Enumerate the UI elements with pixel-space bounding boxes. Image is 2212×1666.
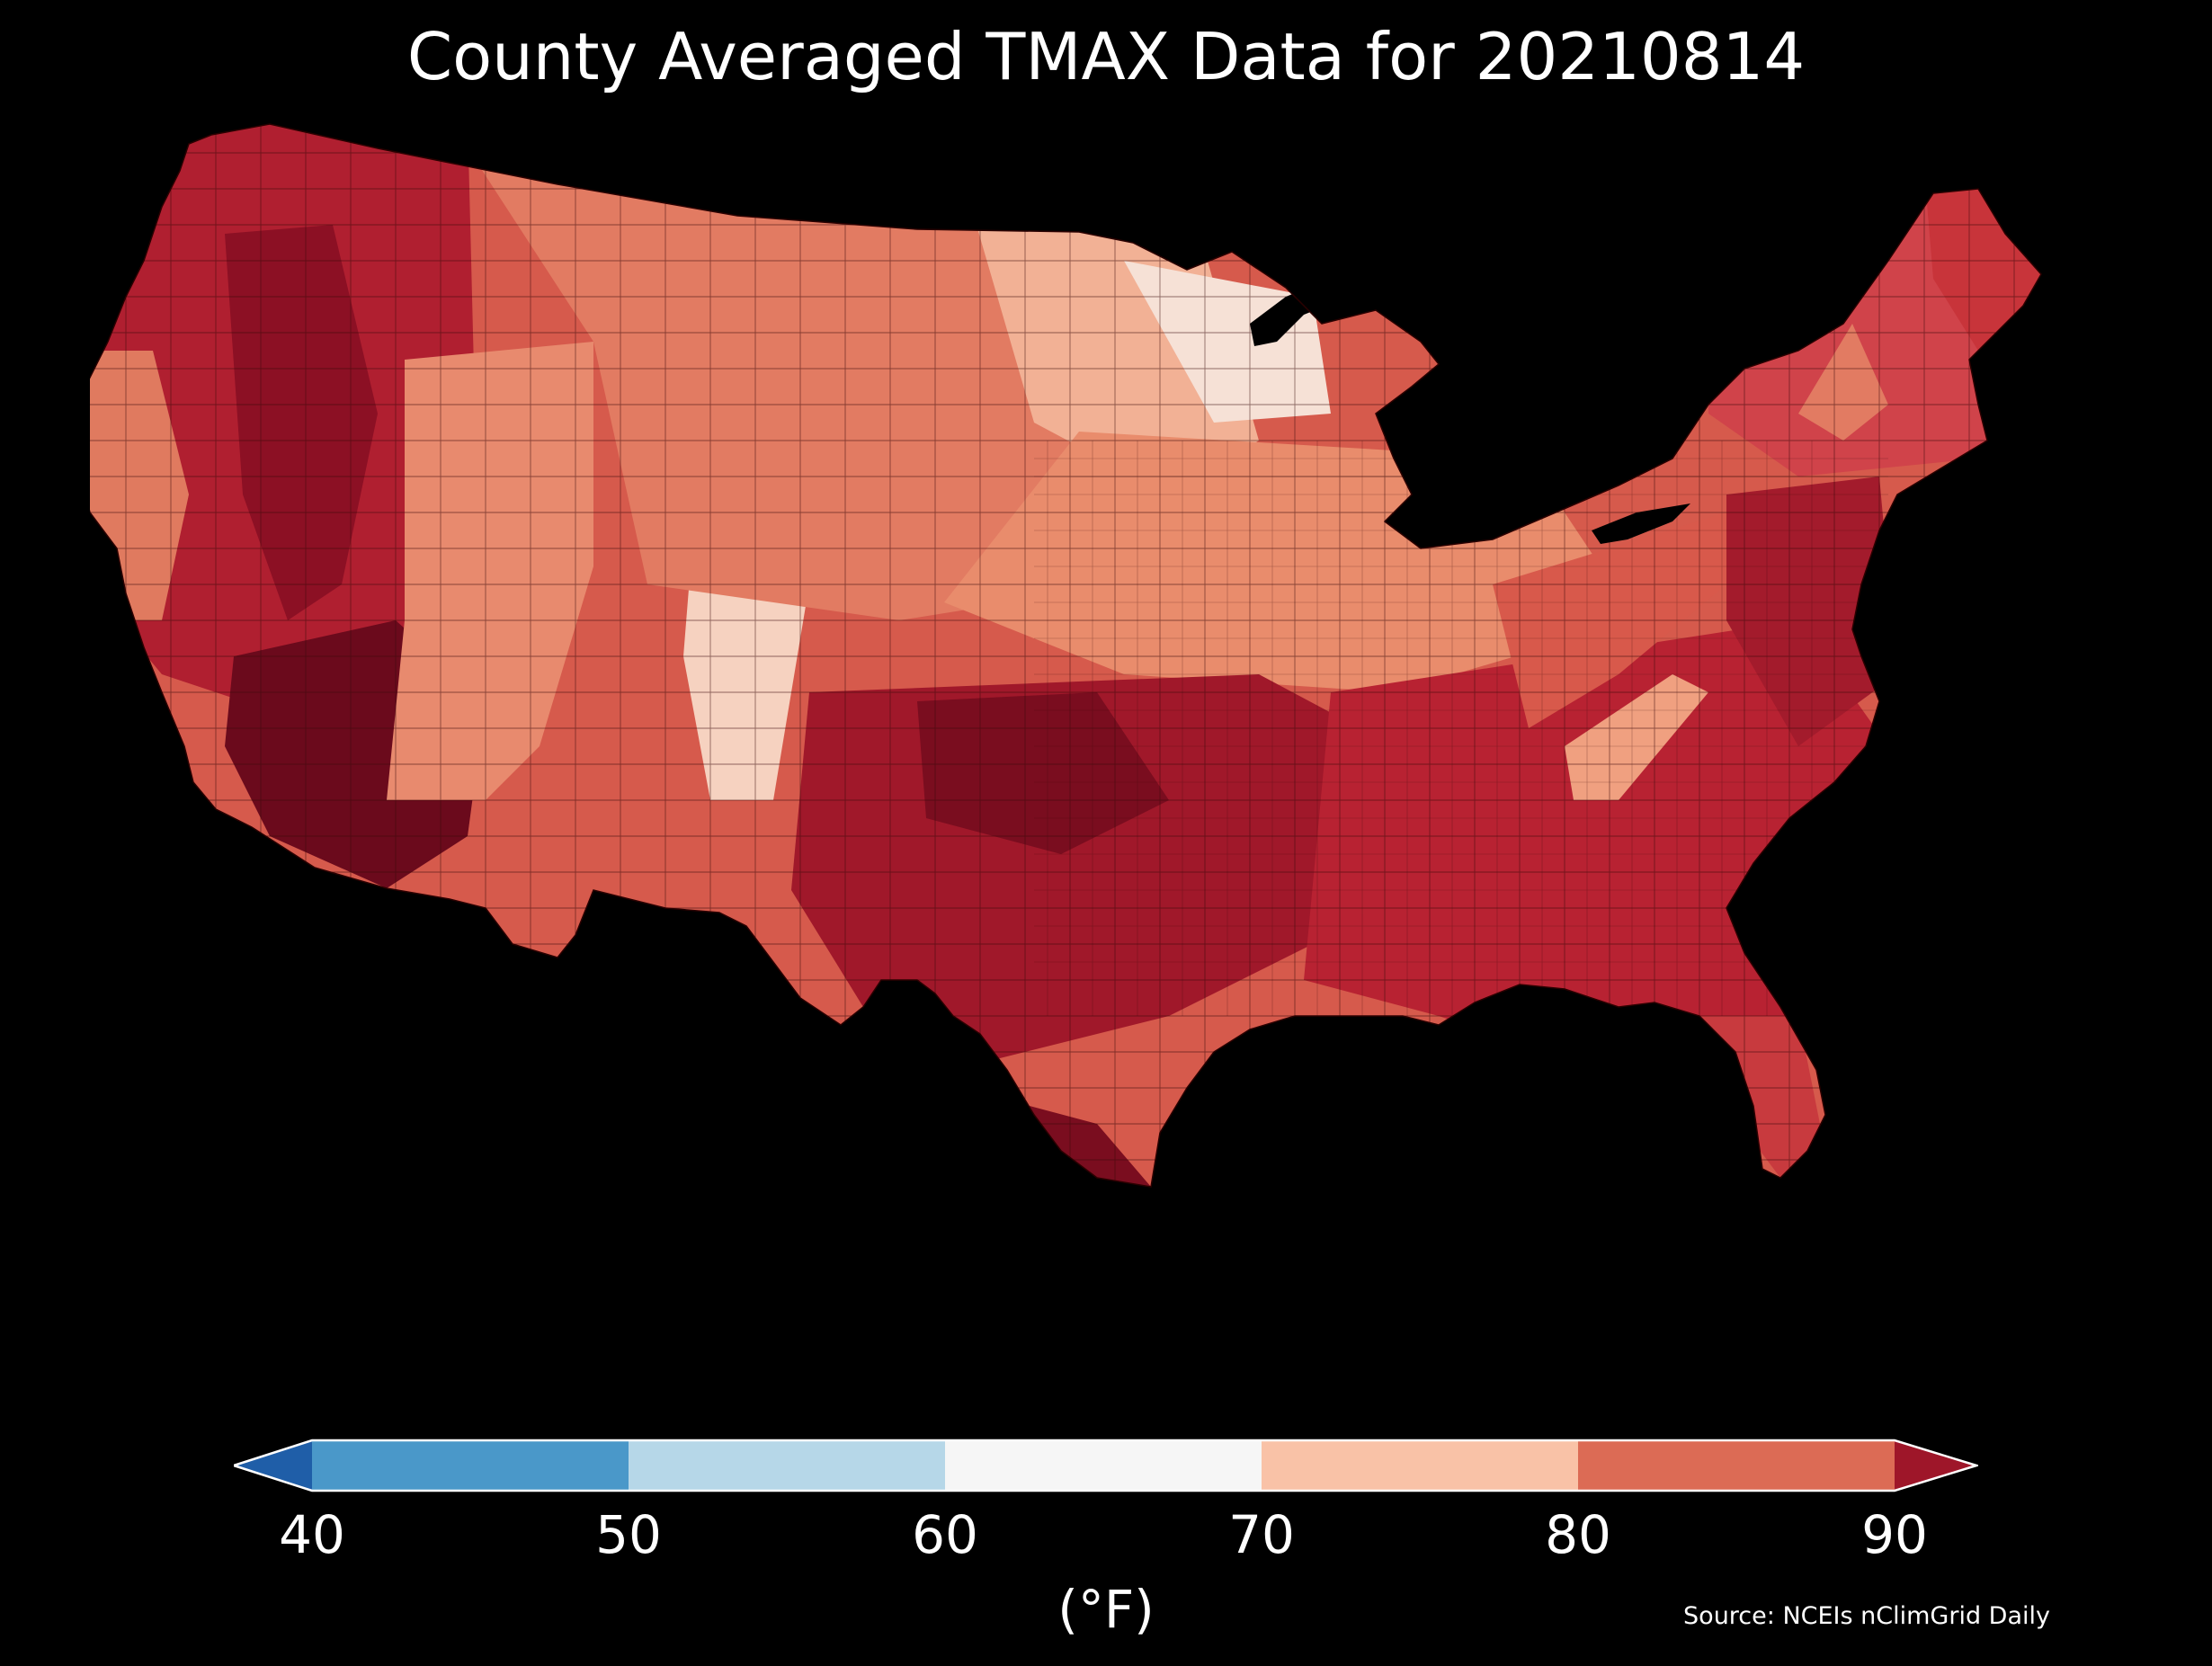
map-title: County Averaged TMAX Data for 20210814 xyxy=(406,19,1806,94)
region-appalachia-fill xyxy=(1565,674,1708,800)
colorbar-bin-40-50 xyxy=(312,1440,629,1491)
colorbar-tick-80: 80 xyxy=(1545,1504,1611,1565)
colorbar-bin-70-80 xyxy=(1262,1440,1578,1491)
colorbar-tick-70: 70 xyxy=(1228,1504,1295,1565)
colorbar-under-arrow xyxy=(234,1440,312,1491)
temperature-fill xyxy=(90,124,2041,1187)
lake-michigan xyxy=(1412,373,1461,548)
colorbar-over-arrow xyxy=(1895,1440,1976,1491)
region-adirondacks-fill xyxy=(1798,324,1888,441)
source-credit: Source: NCEIs nClimGrid Daily xyxy=(1683,1602,2050,1630)
region-northeast-fill xyxy=(1708,171,2041,477)
colorbar-bin-50-60 xyxy=(629,1440,945,1491)
lake-erie xyxy=(1592,503,1690,544)
region-rockies-fill xyxy=(387,342,593,800)
region-mid-atlantic-fill xyxy=(1726,477,1897,746)
colorbar-tick-40: 40 xyxy=(279,1504,345,1565)
colorbar-outline xyxy=(234,1439,1978,1492)
colorbar-tick-60: 60 xyxy=(912,1504,978,1565)
colorbar-tick-90: 90 xyxy=(1861,1504,1928,1565)
colorbar-bin-60-70 xyxy=(945,1440,1262,1491)
lake-huron xyxy=(1493,378,1574,486)
colorbar xyxy=(234,1439,1978,1492)
colorbar-bin-80-90 xyxy=(1578,1440,1895,1491)
region-great-basin-fill xyxy=(225,225,378,620)
colorbar-tick-50: 50 xyxy=(595,1504,662,1565)
lake-superior xyxy=(1250,270,1367,346)
map-svg xyxy=(90,123,2042,1188)
region-southeast-fill xyxy=(1304,620,1888,1106)
choropleth-map xyxy=(90,117,2122,1394)
region-upper-midwest-fill xyxy=(1124,261,1331,423)
region-florida-fill xyxy=(1672,1016,1825,1178)
colorbar-unit-label: (°F) xyxy=(1057,1579,1155,1640)
